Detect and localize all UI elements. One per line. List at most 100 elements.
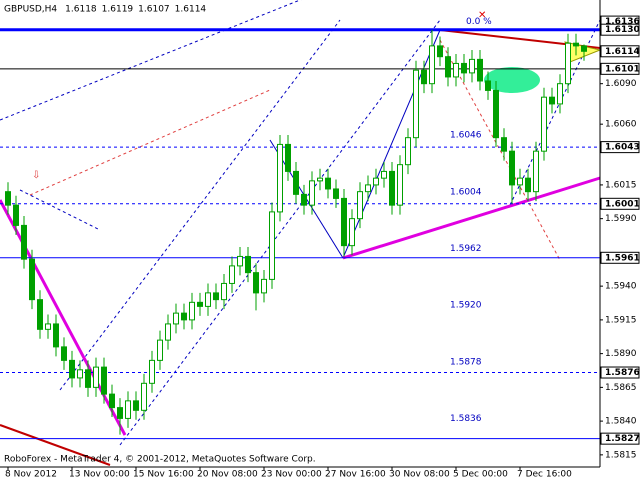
- candle-body: [429, 45, 435, 85]
- fib-label: 1.5962: [450, 244, 482, 254]
- candle-body: [93, 366, 99, 388]
- y-tick-label: 1.5815: [605, 450, 637, 460]
- candle-body: [117, 407, 123, 419]
- candle-body: [533, 150, 539, 193]
- candle-body: [165, 323, 171, 341]
- y-tick-label: 1.5990: [605, 214, 637, 224]
- price-level-label: 1.6101: [605, 64, 640, 74]
- price-level-box: [600, 23, 640, 36]
- levels: 0.0 % 1.6046 1.6004 1.5962 1.5920 1.5878 1.583…: [0, 17, 600, 440]
- price-level-label: 1.5876: [605, 368, 640, 378]
- candle-body: [373, 177, 379, 186]
- candle-body: [253, 272, 259, 294]
- candle-body: [389, 170, 395, 206]
- marker: ✕: [478, 10, 486, 21]
- x-tick-label: 23 Nov 00:00: [261, 470, 322, 480]
- x-tick-label: 30 Nov 08:00: [389, 470, 450, 480]
- candle-body: [109, 393, 115, 409]
- candle-body: [477, 58, 483, 82]
- candle-body: [397, 164, 403, 206]
- candle-body: [437, 45, 443, 58]
- fib-label: 1.5920: [450, 301, 482, 311]
- candle-body: [565, 42, 571, 85]
- candle-body: [301, 193, 307, 206]
- x-tick-label: 27 Nov 16:00: [325, 470, 386, 480]
- candle-body: [453, 62, 459, 78]
- header-price: 1.6114: [175, 5, 207, 15]
- candle-body: [557, 83, 563, 105]
- y-tick-label: 1.6060: [605, 120, 637, 130]
- candle-body: [549, 96, 555, 105]
- candle-body: [29, 258, 35, 301]
- candle-body: [197, 301, 203, 307]
- header-price: 1.6118: [65, 5, 97, 15]
- candle-body: [317, 177, 323, 182]
- y-tick-label: 1.5940: [605, 282, 637, 292]
- candle-body: [309, 180, 315, 206]
- price-level-box: [600, 45, 640, 58]
- candle-body: [205, 292, 211, 307]
- price-level-box: [600, 366, 640, 379]
- channel-line: [19, 189, 101, 231]
- y-tick-label: 1.6090: [605, 79, 637, 89]
- candle-body: [149, 359, 155, 384]
- price-level-label: 1.6130: [605, 25, 640, 35]
- candle-body: [501, 137, 507, 152]
- price-level-label: 1.6001: [605, 199, 640, 209]
- candles: [5, 29, 587, 435]
- candle-body: [325, 177, 331, 190]
- y-tick-label: 1.5840: [605, 417, 637, 427]
- symbol: GBPUSD,H4: [4, 5, 57, 15]
- price-level-label: 1.5961: [605, 253, 640, 263]
- fib-label: 1.5878: [450, 357, 482, 367]
- fib-label: 1.5836: [450, 414, 482, 424]
- price-level-box: [600, 141, 640, 154]
- candle-body: [213, 292, 219, 301]
- candle-body: [285, 143, 291, 172]
- candle-body: [61, 346, 67, 361]
- candle-body: [469, 58, 475, 74]
- candle-body: [405, 137, 411, 166]
- x-tick-label: 13 Nov 00:00: [69, 470, 130, 480]
- candle-body: [341, 197, 347, 247]
- candle-body: [77, 369, 83, 379]
- fib-label: 1.6004: [450, 187, 482, 197]
- y-tick-label: 1.5865: [605, 383, 637, 393]
- candle-body: [245, 255, 251, 274]
- x-tick-label: 5 Dec 00:00: [453, 470, 508, 480]
- candle-body: [277, 143, 283, 213]
- candle-body: [5, 191, 11, 206]
- y-tick-label: 1.6015: [605, 180, 637, 190]
- labels: 1.6090 1.6060 1.6015 1.5990 1.5940 1.5915 1.58…: [5, 15, 640, 480]
- candle-body: [541, 96, 547, 152]
- x-tick-label: 20 Nov 08:00: [197, 470, 258, 480]
- candle-body: [573, 42, 579, 47]
- candle-body: [45, 323, 51, 330]
- price-level-box: [600, 432, 640, 445]
- marker: ⇩: [32, 170, 40, 181]
- fib-label: 1.6046: [450, 131, 482, 141]
- candle-body: [525, 177, 531, 193]
- candle-body: [21, 224, 27, 260]
- candle-body: [173, 312, 179, 325]
- candle-body: [53, 323, 59, 348]
- candle-body: [509, 150, 515, 186]
- candle-body: [221, 282, 227, 301]
- footer: RoboForex - MetaTrader 4, © 2001-2012, M…: [4, 455, 316, 465]
- price-level-box: [600, 251, 640, 264]
- trend-line: [342, 176, 601, 260]
- candle-body: [125, 400, 131, 419]
- candle-body: [349, 218, 355, 247]
- candle-body: [237, 255, 243, 267]
- price-level-label: 1.6136: [605, 17, 640, 27]
- candle-body: [141, 382, 147, 411]
- price-level-label: 1.5827: [605, 434, 640, 444]
- candle-body: [381, 170, 387, 179]
- price-level-label: 1.6114: [605, 47, 640, 57]
- candle-body: [581, 45, 587, 52]
- candle-body: [85, 369, 91, 388]
- y-tick-label: 1.5915: [605, 315, 637, 325]
- candle-body: [157, 339, 163, 361]
